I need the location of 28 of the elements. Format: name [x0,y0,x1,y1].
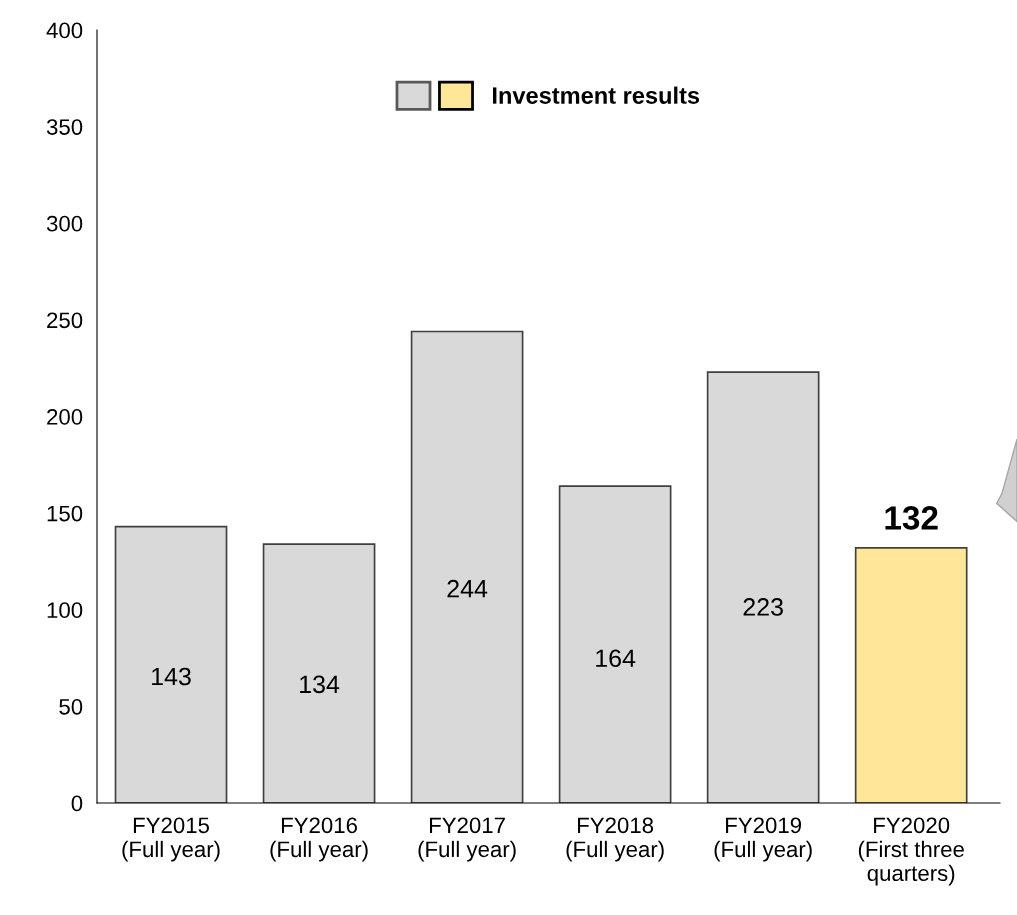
legend-label: Investment results [492,86,700,104]
bar [854,547,968,803]
data-label: 134 [300,675,340,694]
y-tick-label: 400 [46,22,83,39]
data-label: 244 [447,579,488,598]
x-tick-label: FY2015 (Full year) [122,817,220,862]
bar [262,543,376,803]
x-tick-label: FY2019 (Full year) [714,817,812,862]
x-tick-label: FY2017 (Full year) [418,817,516,862]
bar [706,371,820,803]
data-label: 223 [743,598,783,616]
x-tick-label: FY2016 (Full year) [270,817,368,862]
x-tick-label: FY2020 (First three quarters) [858,817,964,886]
y-tick-label: 300 [46,215,83,232]
y-tick-label: 200 [47,409,83,425]
data-label: 143 [152,667,191,686]
y-tick-label: 150 [47,505,83,522]
y-tick-label: 250 [47,312,83,329]
y-tick-label: 350 [46,119,83,135]
data-label: 132 [885,506,938,530]
bar [558,485,672,803]
data-label: 164 [596,649,636,668]
y-tick-label: 50 [59,698,83,715]
y-tick-label: 100 [47,602,83,619]
bar [114,525,228,803]
bar [410,330,524,803]
x-tick-label: FY2018 (Full year) [566,817,664,862]
y-tick-label: 0 [71,795,83,812]
